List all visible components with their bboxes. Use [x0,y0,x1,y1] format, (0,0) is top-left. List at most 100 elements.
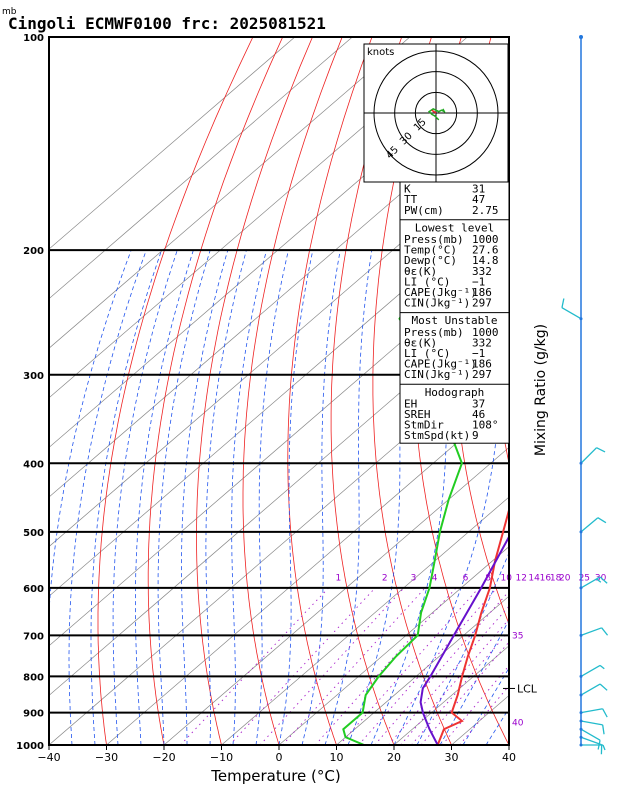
mixing-ratio-label: 2 [382,574,388,584]
axes-ticks: −40 −30 −20 −10 0 10 20 30 40 1000 900 800 700 600 500… [16,33,516,764]
index-label: Dewp(°C) [404,254,457,267]
mixing-ratio-line [411,630,509,745]
index-value: 297 [472,297,492,310]
pressure-tick-label: 500 [23,528,44,539]
mixing-ratio-label: 3 [411,574,417,584]
wind-barb-staff [580,517,599,533]
pressure-tick-label: 900 [23,709,44,720]
mixing-ratio-line [374,590,509,745]
index-value: 186 [472,358,492,371]
isotherm-line [49,199,509,597]
x-tick-label: −30 [95,751,118,764]
wind-level-dot [579,586,583,590]
index-label: CIN(Jkg⁻¹) [404,297,470,310]
pressure-tick-label: 100 [23,33,44,44]
dry-adiabat-line [287,37,373,745]
index-value: 37 [472,397,485,410]
mixing-ratio-line [388,605,509,745]
dry-adiabat-line [372,37,452,745]
index-value: −1 [472,347,485,360]
index-label: StmDir [404,419,444,432]
index-label: CIN(Jkg⁻¹) [404,368,470,381]
moist-adiabat-line [439,619,509,745]
wind-level-dot [579,530,583,534]
isotherm-line [49,37,353,300]
index-value: 1000 [472,233,499,246]
mixing-ratio-label: 12 [515,574,526,584]
index-value: 47 [472,193,485,206]
moist-adiabat-line [135,249,194,745]
isotherm-line [49,37,296,250]
dry-adiabat-line [598,37,618,745]
isotherm-line [49,37,468,399]
side-mixing-label: 40 [512,719,524,729]
x-tick-label: −10 [210,751,233,764]
wind-level-dot [579,743,583,747]
mixing-ratio-line [339,587,480,745]
mixing-ratio-label: 16 [540,574,552,584]
pressure-tick-label: 800 [23,672,44,683]
index-label: θε(K) [404,336,437,349]
index-label: Press(mb) [404,233,464,246]
isotherm-line [336,595,509,745]
pressure-tick-label: 1000 [16,741,44,752]
storm-motion-vector [431,109,437,114]
x-tick-label: 40 [502,751,516,764]
wind-level-dot [579,727,583,731]
x-tick-label: −20 [152,751,175,764]
dry-adiabat-line [563,37,618,745]
side-mixing-label: 35 [512,631,523,641]
chart-title: Cingoli ECMWF0100 frc: 2025081521 [8,14,326,33]
pressure-tick-label: 600 [23,584,44,595]
mixing-ratio-label: 10 [500,574,512,584]
index-label: PW(cm) [404,204,444,217]
title-station: Cingoli [8,14,76,33]
index-label: EH [404,397,417,410]
moist-adiabat-line [49,249,132,745]
moist-adiabat-line [255,250,289,745]
pressure-tick-label: 200 [23,246,44,257]
index-value: 2.75 [472,204,499,217]
mixing-ratio-label: 1 [336,574,342,584]
moist-adiabat-line [324,250,373,745]
x-tick-label: 10 [330,751,344,764]
mixing-ratio-label: 30 [595,574,607,584]
moist-adiabat-line [90,249,162,745]
wind-barb-flag [597,517,607,524]
title-model: ECMWF0100 [85,14,172,33]
wind-barb-staff [580,447,598,464]
mixing-ratio-label: 8 [485,574,491,584]
index-value: 297 [472,368,492,381]
wind-barb-staff [580,708,603,714]
wind-barb-half-flag [602,744,606,751]
index-value: 332 [472,336,492,349]
index-value: 186 [472,286,492,299]
x-tick-label: 20 [387,751,401,764]
index-label: StmSpd(kt) [404,429,470,442]
index-value: 108° [472,419,499,432]
wind-level-dot [579,633,583,637]
title-forecast: frc: 2025081521 [181,14,326,33]
wind-barb-staff [580,627,602,636]
x-tick-label: 0 [276,751,283,764]
mixing-ratio-axis-label: Mixing Ratio (g/kg) [533,324,549,456]
wind-barb-staff [580,720,603,726]
wind-barb-staff [580,736,602,746]
x-tick-label: 30 [445,751,459,764]
mixing-ratio-line [400,618,509,745]
wind-barb-staff [580,664,601,677]
index-value: 27.6 [472,244,499,257]
dry-adiabat-line [147,37,284,745]
mixing-ratio-line [282,587,426,745]
index-label: Press(mb) [404,326,464,339]
pressure-tick-label: 700 [23,631,44,642]
table-section-title: Lowest level [415,221,494,234]
isotherm-line [508,744,509,745]
isotherm-line [49,248,509,647]
hodograph-unit-label: knots [367,47,394,58]
index-label: Temp(°C) [404,244,457,257]
index-label: CAPE(Jkg⁻¹) [404,286,477,299]
mixing-ratio-line [259,587,405,745]
isotherm-line [49,149,509,548]
